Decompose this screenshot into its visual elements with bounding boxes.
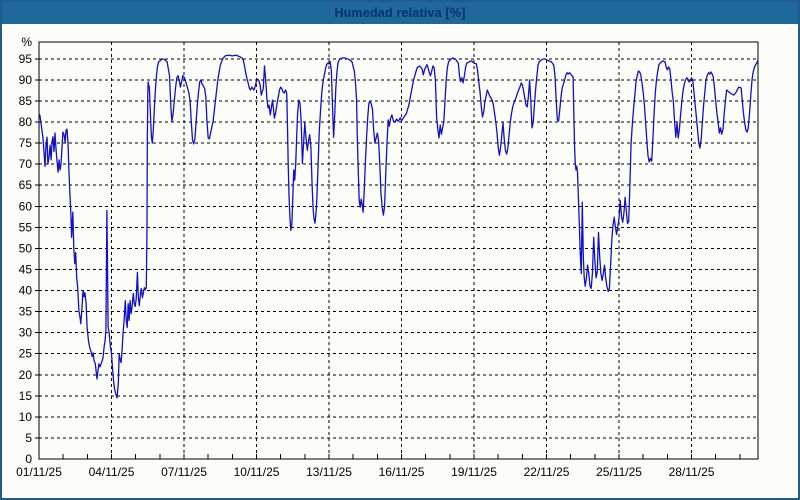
svg-text:35: 35 (19, 305, 33, 319)
svg-text:04/11/25: 04/11/25 (89, 465, 135, 479)
svg-text:70: 70 (19, 157, 33, 171)
svg-text:13/11/25: 13/11/25 (306, 465, 352, 479)
svg-text:80: 80 (19, 115, 33, 129)
svg-text:50: 50 (19, 241, 33, 255)
svg-text:28/11/25: 28/11/25 (669, 465, 715, 479)
svg-text:55: 55 (19, 220, 33, 234)
svg-text:45: 45 (19, 262, 33, 276)
svg-text:0: 0 (25, 452, 32, 466)
window-title: Humedad relativa [%] (334, 6, 466, 20)
svg-text:25/11/25: 25/11/25 (596, 465, 642, 479)
svg-text:5: 5 (25, 431, 32, 445)
svg-text:15: 15 (19, 389, 33, 403)
svg-text:65: 65 (19, 178, 33, 192)
svg-text:%: % (21, 35, 32, 49)
svg-text:16/11/25: 16/11/25 (379, 465, 425, 479)
svg-text:85: 85 (19, 94, 33, 108)
svg-text:95: 95 (19, 52, 33, 66)
svg-text:19/11/25: 19/11/25 (451, 465, 497, 479)
svg-text:22/11/25: 22/11/25 (524, 465, 570, 479)
svg-text:10/11/25: 10/11/25 (234, 465, 280, 479)
svg-text:30: 30 (19, 326, 33, 340)
title-bar: Humedad relativa [%] (2, 2, 798, 24)
svg-text:20: 20 (19, 368, 33, 382)
svg-text:01/11/25: 01/11/25 (16, 465, 62, 479)
chart-area: 5 10 15 20 25 30 35 40 45 50 55 60 65 70 75 80 85 90 95 0% 0… (2, 24, 798, 498)
humidity-line-chart: 5 10 15 20 25 30 35 40 45 50 55 60 65 70 75 80 85 90 95 0% 0… (16, 35, 759, 479)
svg-text:10: 10 (19, 410, 33, 424)
svg-text:07/11/25: 07/11/25 (161, 465, 207, 479)
svg-text:40: 40 (19, 284, 33, 298)
svg-text:75: 75 (19, 136, 33, 150)
svg-text:25: 25 (19, 347, 33, 361)
svg-text:60: 60 (19, 199, 33, 213)
svg-text:90: 90 (19, 73, 33, 87)
